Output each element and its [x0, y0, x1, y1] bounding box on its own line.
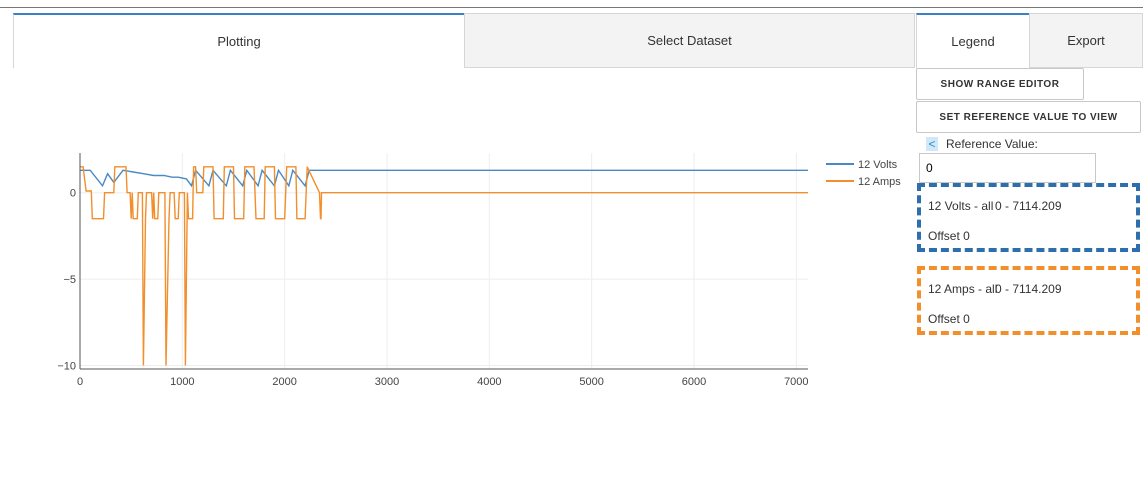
tab-plotting[interactable]: Plotting [13, 13, 465, 68]
legend-entry-12-volts[interactable]: 12 Volts - all 0 - 7114.209 Offset 0 [917, 183, 1140, 252]
less-than-icon[interactable]: < [926, 137, 938, 151]
legend-entry-offset: Offset 0 [928, 229, 970, 243]
x-tick-label: 2000 [272, 376, 296, 388]
x-tick-label: 6000 [682, 376, 706, 388]
tab-label: Legend [951, 34, 995, 49]
x-tick-label: 4000 [477, 376, 501, 388]
set-reference-value-button[interactable]: SET REFERENCE VALUE TO VIEW [916, 101, 1141, 133]
tab-label: Plotting [217, 34, 261, 49]
y-tick-label: −5 [63, 274, 76, 286]
tab-export[interactable]: Export [1029, 13, 1143, 68]
x-tick-label: 5000 [579, 376, 603, 388]
show-range-editor-button[interactable]: SHOW RANGE EDITOR [916, 68, 1084, 100]
legend-entry-offset: Offset 0 [928, 312, 970, 326]
top-divider [0, 7, 1143, 8]
x-tick-label: 3000 [375, 376, 399, 388]
legend-label: 12 Volts [858, 159, 898, 171]
reference-value-label: Reference Value: [946, 137, 1038, 151]
legend-entry-range: 0 - 7114.209 [995, 199, 1062, 213]
tab-legend[interactable]: Legend [916, 13, 1030, 68]
x-tick-label: 7000 [784, 376, 808, 388]
legend-entry-name: 12 Volts - all [928, 199, 994, 213]
reference-value-row: < Reference Value: [926, 136, 1038, 152]
x-tick-label: 1000 [170, 376, 194, 388]
legend-entry-12-amps[interactable]: 12 Amps - all 0 - 7114.209 Offset 0 [917, 266, 1140, 335]
x-tick-label: 0 [77, 376, 83, 388]
series-line [80, 168, 808, 188]
tab-select-dataset[interactable]: Select Dataset [464, 13, 915, 68]
y-tick-label: 0 [70, 188, 76, 200]
series-line [80, 166, 808, 366]
y-tick-label: −10 [57, 361, 76, 373]
legend-entry-range: 0 - 7114.209 [995, 282, 1062, 296]
reference-value-input[interactable] [919, 153, 1096, 183]
legend-entry-name: 12 Amps - all [928, 282, 998, 296]
tab-label: Export [1067, 33, 1105, 48]
tab-label: Select Dataset [647, 33, 732, 48]
legend-label: 12 Amps [858, 176, 901, 188]
